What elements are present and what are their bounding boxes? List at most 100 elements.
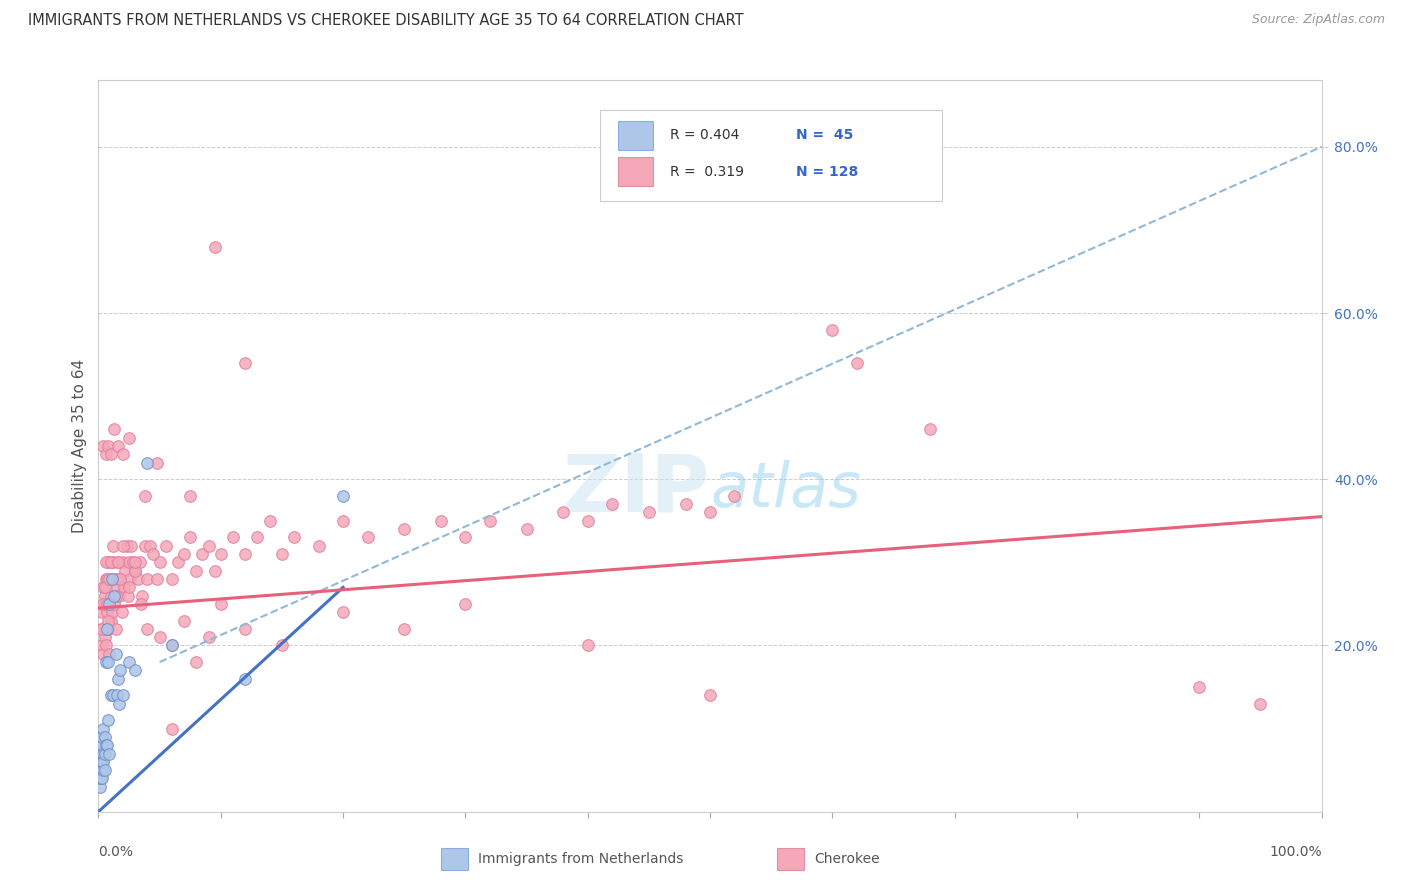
Point bbox=[108, 589, 131, 603]
Point bbox=[94, 639, 117, 653]
Point bbox=[91, 597, 114, 611]
Point bbox=[118, 655, 141, 669]
Point bbox=[149, 630, 172, 644]
Point bbox=[98, 647, 121, 661]
Point bbox=[93, 630, 115, 644]
Point bbox=[173, 614, 195, 628]
Point bbox=[93, 747, 115, 761]
Bar bbox=[441, 848, 468, 871]
Point bbox=[209, 597, 232, 611]
Point bbox=[104, 622, 127, 636]
Point bbox=[101, 605, 124, 619]
Point bbox=[98, 597, 121, 611]
Point bbox=[638, 506, 661, 520]
Point bbox=[110, 572, 132, 586]
Point bbox=[100, 447, 122, 461]
Point bbox=[94, 655, 117, 669]
Point bbox=[114, 564, 136, 578]
Point bbox=[96, 738, 118, 752]
Point bbox=[107, 555, 129, 569]
Point bbox=[94, 738, 117, 752]
Point bbox=[105, 689, 128, 703]
Point bbox=[186, 564, 208, 578]
Point bbox=[392, 522, 416, 536]
Point bbox=[110, 664, 132, 678]
Text: atlas: atlas bbox=[710, 460, 860, 520]
Text: R =  0.319: R = 0.319 bbox=[669, 165, 744, 178]
Text: ZIP: ZIP bbox=[562, 450, 710, 529]
Point bbox=[332, 514, 354, 528]
Point bbox=[222, 530, 245, 544]
Point bbox=[90, 755, 112, 769]
Bar bbox=[778, 848, 804, 871]
Point bbox=[100, 614, 122, 628]
Point bbox=[160, 639, 183, 653]
Point bbox=[94, 572, 117, 586]
Point bbox=[91, 730, 114, 744]
Point bbox=[191, 547, 214, 561]
Point bbox=[308, 539, 330, 553]
Point bbox=[97, 614, 120, 628]
Point bbox=[204, 564, 226, 578]
Point bbox=[107, 672, 129, 686]
Point bbox=[155, 539, 177, 553]
Point bbox=[179, 530, 201, 544]
Point bbox=[91, 755, 114, 769]
Point bbox=[91, 639, 114, 653]
Point bbox=[93, 589, 115, 603]
Text: 100.0%: 100.0% bbox=[1270, 845, 1322, 859]
Text: R = 0.404: R = 0.404 bbox=[669, 128, 740, 142]
Point bbox=[118, 580, 141, 594]
Point bbox=[160, 722, 183, 736]
Point bbox=[104, 647, 127, 661]
Point bbox=[1249, 697, 1271, 711]
Text: N = 128: N = 128 bbox=[796, 165, 858, 178]
Point bbox=[91, 580, 114, 594]
Point bbox=[675, 497, 697, 511]
Point bbox=[90, 738, 112, 752]
Point bbox=[93, 763, 115, 777]
Point bbox=[134, 489, 156, 503]
Point bbox=[110, 572, 132, 586]
Point bbox=[91, 738, 114, 752]
Point bbox=[204, 239, 226, 253]
Point bbox=[118, 431, 141, 445]
Point bbox=[160, 639, 183, 653]
Point bbox=[118, 555, 141, 569]
Point bbox=[139, 539, 162, 553]
Point bbox=[246, 530, 269, 544]
Point bbox=[120, 539, 142, 553]
Point bbox=[197, 630, 219, 644]
Point bbox=[93, 730, 115, 744]
Point bbox=[89, 772, 111, 786]
Point bbox=[97, 439, 120, 453]
Point bbox=[91, 439, 114, 453]
Point bbox=[332, 489, 354, 503]
Point bbox=[97, 714, 120, 728]
Point bbox=[96, 622, 118, 636]
Point bbox=[94, 447, 117, 461]
Point bbox=[576, 514, 599, 528]
Point bbox=[105, 580, 128, 594]
Point bbox=[91, 747, 114, 761]
Point bbox=[111, 539, 134, 553]
Bar bbox=[619, 120, 652, 150]
Point bbox=[845, 356, 868, 370]
Point bbox=[120, 572, 142, 586]
Point bbox=[478, 514, 501, 528]
Point bbox=[111, 689, 134, 703]
Point bbox=[146, 572, 169, 586]
Point bbox=[600, 497, 623, 511]
FancyBboxPatch shape bbox=[600, 110, 942, 201]
Point bbox=[136, 572, 159, 586]
Point bbox=[97, 555, 120, 569]
Point bbox=[167, 555, 190, 569]
Point bbox=[821, 323, 844, 337]
Point bbox=[270, 547, 294, 561]
Point bbox=[111, 555, 134, 569]
Point bbox=[101, 539, 124, 553]
Point bbox=[233, 356, 256, 370]
Point bbox=[94, 622, 117, 636]
Point bbox=[100, 589, 122, 603]
Point bbox=[97, 622, 120, 636]
